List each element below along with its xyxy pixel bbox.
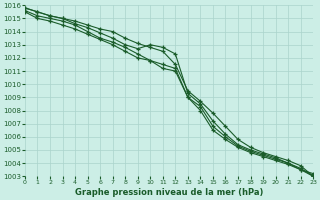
X-axis label: Graphe pression niveau de la mer (hPa): Graphe pression niveau de la mer (hPa) — [75, 188, 263, 197]
